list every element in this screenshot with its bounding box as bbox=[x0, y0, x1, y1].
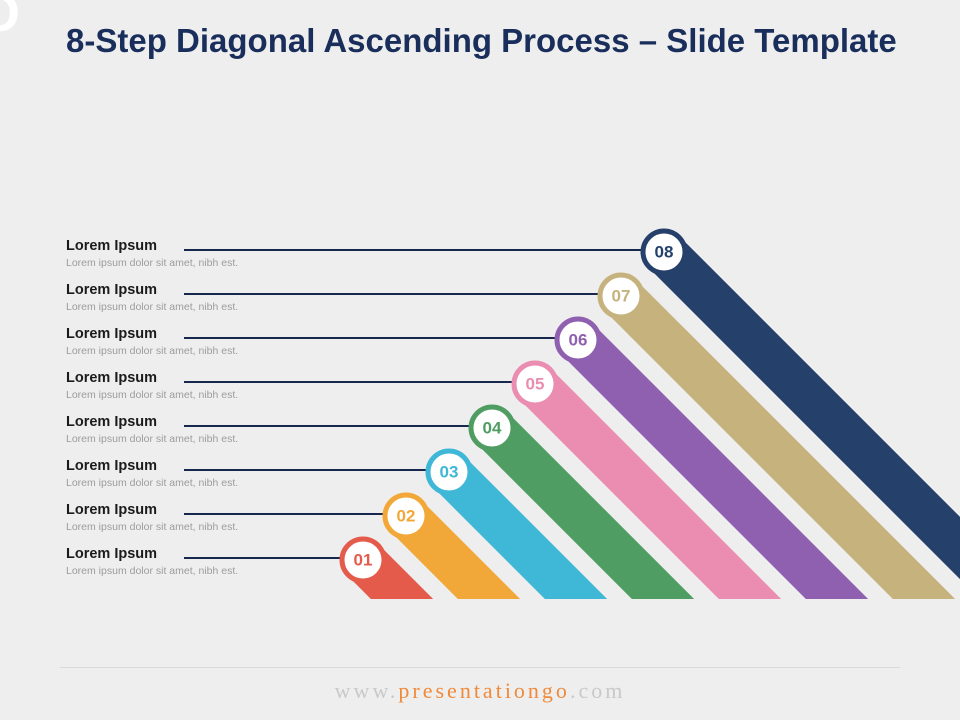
step-title: Lorem Ipsum bbox=[66, 459, 238, 475]
svg-text:01: 01 bbox=[354, 551, 373, 570]
svg-text:02: 02 bbox=[397, 507, 416, 526]
step-title: Lorem Ipsum bbox=[66, 415, 238, 431]
step-subtitle: Lorem ipsum dolor sit amet, nibh est. bbox=[66, 478, 238, 490]
svg-text:05: 05 bbox=[526, 375, 545, 394]
svg-text:07: 07 bbox=[612, 287, 631, 306]
footer-prefix: www. bbox=[335, 678, 399, 703]
step-title: Lorem Ipsum bbox=[66, 371, 238, 387]
step-subtitle: Lorem ipsum dolor sit amet, nibh est. bbox=[66, 522, 238, 534]
step-subtitle: Lorem ipsum dolor sit amet, nibh est. bbox=[66, 434, 238, 446]
step-label-01: Lorem Ipsum Lorem ipsum dolor sit amet, n… bbox=[66, 547, 238, 577]
step-subtitle: Lorem ipsum dolor sit amet, nibh est. bbox=[66, 258, 238, 270]
step-title: Lorem Ipsum bbox=[66, 503, 238, 519]
svg-text:08: 08 bbox=[655, 243, 674, 262]
footer-url: www.presentationgo.com bbox=[0, 678, 960, 704]
step-title: Lorem Ipsum bbox=[66, 547, 238, 563]
svg-text:03: 03 bbox=[440, 463, 459, 482]
step-label-06: Lorem Ipsum Lorem ipsum dolor sit amet, n… bbox=[66, 327, 238, 357]
footer-brand: presentationgo bbox=[398, 678, 570, 703]
step-label-04: Lorem Ipsum Lorem ipsum dolor sit amet, n… bbox=[66, 415, 238, 445]
step-title: Lorem Ipsum bbox=[66, 283, 238, 299]
step-label-02: Lorem Ipsum Lorem ipsum dolor sit amet, n… bbox=[66, 503, 238, 533]
step-label-08: Lorem Ipsum Lorem ipsum dolor sit amet, n… bbox=[66, 239, 238, 269]
svg-text:06: 06 bbox=[569, 331, 588, 350]
step-subtitle: Lorem ipsum dolor sit amet, nibh est. bbox=[66, 346, 238, 358]
footer-suffix: .com bbox=[570, 678, 625, 703]
step-label-07: Lorem Ipsum Lorem ipsum dolor sit amet, n… bbox=[66, 283, 238, 313]
logo-fragment: O bbox=[0, 0, 18, 44]
step-label-03: Lorem Ipsum Lorem ipsum dolor sit amet, n… bbox=[66, 459, 238, 489]
diagonal-process-diagram: 01 02 03 04 05 06 07 08 bbox=[0, 0, 960, 720]
step-subtitle: Lorem ipsum dolor sit amet, nibh est. bbox=[66, 566, 238, 578]
step-subtitle: Lorem ipsum dolor sit amet, nibh est. bbox=[66, 390, 238, 402]
step-label-05: Lorem Ipsum Lorem ipsum dolor sit amet, n… bbox=[66, 371, 238, 401]
step-title: Lorem Ipsum bbox=[66, 327, 238, 343]
step-subtitle: Lorem ipsum dolor sit amet, nibh est. bbox=[66, 302, 238, 314]
svg-text:04: 04 bbox=[483, 419, 502, 438]
step-title: Lorem Ipsum bbox=[66, 239, 238, 255]
slide-title: 8-Step Diagonal Ascending Process – Slid… bbox=[66, 22, 930, 61]
footer-divider bbox=[60, 667, 900, 668]
